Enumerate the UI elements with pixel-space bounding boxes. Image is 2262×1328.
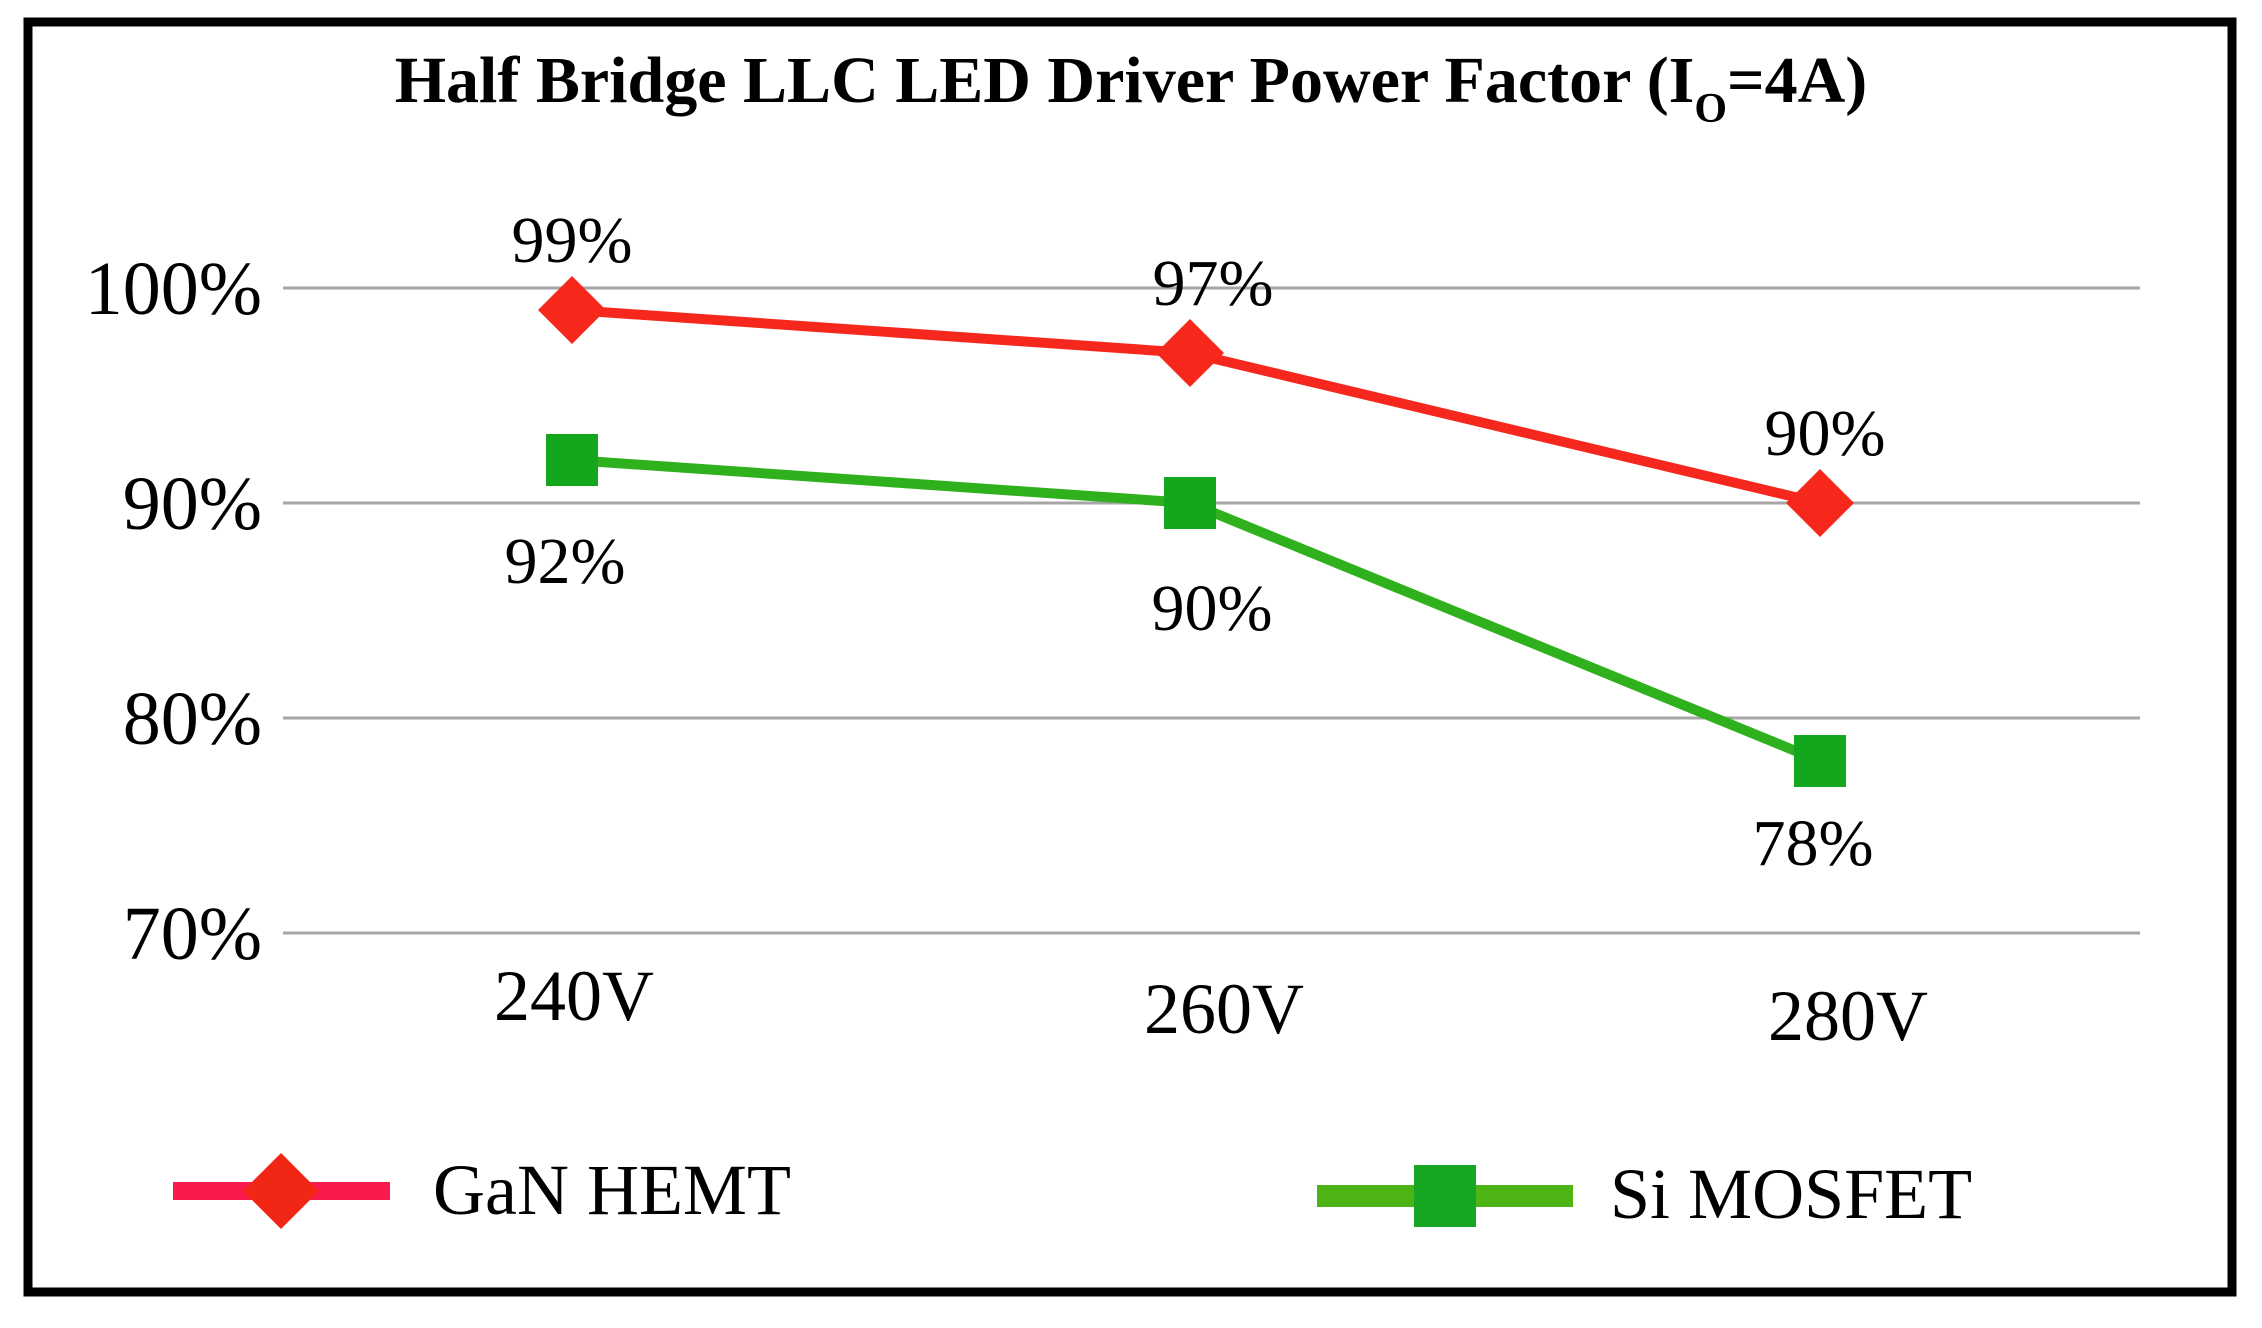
y-tick-label-70: 70% [123, 892, 262, 976]
x-tick-label-280v: 280V [1768, 976, 1928, 1056]
gan-hemt-marker-240v [538, 276, 606, 344]
y-tick-label-100: 100% [85, 247, 262, 331]
chart-title: Half Bridge LLC LED Driver Power Factor … [395, 44, 1868, 132]
gan-hemt-point-label-240v: 99% [512, 204, 633, 277]
y-tick-label-80: 80% [123, 677, 262, 761]
legend-gan-hemt-diamond-icon [243, 1153, 319, 1229]
si-mosfet-point-label-240v: 92% [505, 525, 626, 598]
gan-hemt-marker-280v [1786, 469, 1854, 537]
x-tick-label-260v: 260V [1144, 969, 1304, 1049]
legend-gan-hemt-label: GaN HEMT [433, 1150, 791, 1230]
legend-si-mosfet-label: Si MOSFET [1610, 1154, 1972, 1234]
si-mosfet-marker-260v [1164, 477, 1216, 529]
legend-item-gan-hemt: GaN HEMT [173, 1150, 791, 1230]
si-mosfet-point-label-260v: 90% [1152, 572, 1273, 645]
y-tick-label-90: 90% [123, 462, 262, 546]
si-mosfet-point-label-280v: 78% [1753, 807, 1874, 880]
si-mosfet-marker-240v [546, 434, 598, 486]
legend: GaN HEMT Si MOSFET [173, 1150, 1972, 1234]
legend-si-mosfet-square-icon [1414, 1165, 1476, 1227]
gan-hemt-point-label-260v: 97% [1153, 247, 1274, 320]
gan-hemt-point-label-280v: 90% [1765, 397, 1886, 470]
figure-border [23, 17, 2237, 1297]
x-tick-label-240v: 240V [494, 956, 654, 1036]
legend-item-si-mosfet: Si MOSFET [1317, 1154, 1972, 1234]
gan-hemt-marker-260v [1156, 319, 1224, 387]
si-mosfet-marker-280v [1794, 735, 1846, 787]
